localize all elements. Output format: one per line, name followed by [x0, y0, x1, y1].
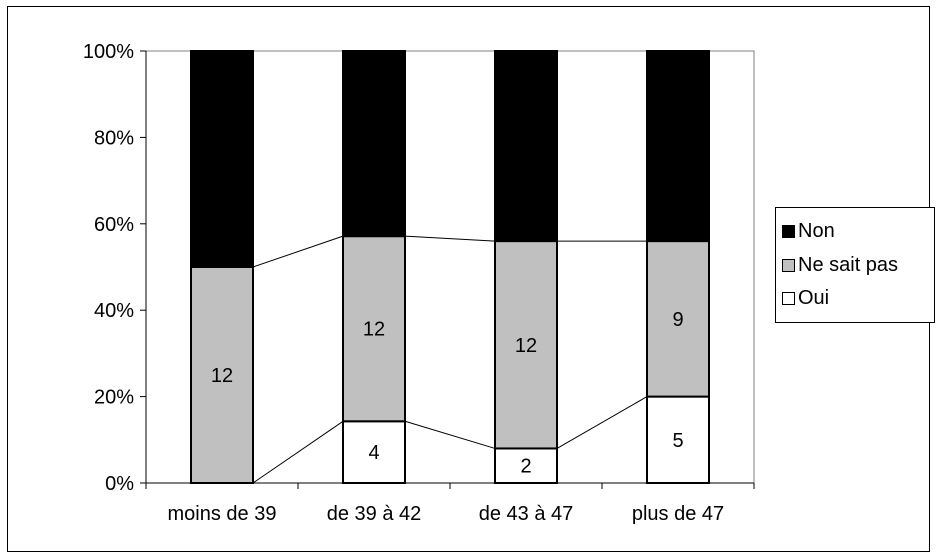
x-tick-label-de-43-a-47: de 43 à 47 [479, 503, 574, 525]
x-tick-label-plus-de-47: plus de 47 [632, 503, 724, 525]
legend-label-ne-sait-pas: Ne sait pas [798, 253, 899, 276]
bar-labels: 4 2 5 12 12 12 9 12 12 11 11 [211, 134, 689, 478]
bar-label-oui-plus-de-47: 5 [672, 430, 683, 452]
bar-non-plus-de-47 [646, 50, 710, 243]
x-tick-label-moins-de-39: moins de 39 [168, 503, 277, 525]
series-line-oui-0 [252, 420, 344, 484]
series-line-ne-sait-pas-0 [252, 235, 344, 268]
bars [190, 50, 710, 485]
y-tick-label: 60% [94, 214, 134, 236]
legend: Non Ne sait pas Oui [775, 207, 935, 323]
y-axis: 0% 20% 40% 60% 80% 100% [83, 41, 147, 495]
bar-label-non-plus-de-47: 11 [668, 136, 689, 158]
legend-item-oui: Oui [782, 286, 829, 310]
legend-swatch-ne-sait-pas [782, 258, 795, 272]
legend-swatch-oui [782, 291, 795, 305]
bar-label-non-de-43-a-47: 11 [516, 136, 537, 158]
bar-non-moins-de-39 [190, 50, 254, 268]
legend-item-non: Non [782, 219, 835, 243]
bar-non-de-39-a-42 [342, 50, 406, 238]
bar-label-non-de-39-a-42: 12 [363, 134, 385, 156]
bar-ne-sait-pas-de-39-a-42 [342, 235, 406, 423]
x-axis: moins de 39 de 39 à 42 de 43 à 47 plus de 4… [145, 482, 755, 525]
bar-label-oui-de-39-a-42: 4 [368, 442, 379, 464]
y-tick-label: 40% [94, 300, 134, 322]
bar-non-de-43-a-47 [494, 50, 558, 243]
bar-ne-sait-pas-de-43-a-47 [494, 240, 558, 450]
x-tick-label-de-39-a-42: de 39 à 42 [327, 503, 422, 525]
series-line-oui-1 [404, 420, 496, 449]
bar-label-ne-sait-pas-de-39-a-42: 12 [363, 319, 385, 341]
bar-label-oui-de-43-a-47: 2 [520, 456, 531, 478]
legend-label-non: Non [798, 219, 835, 242]
bar-label-ne-sait-pas-de-43-a-47: 12 [515, 335, 537, 357]
series-line-ne-sait-pas-1 [404, 235, 496, 242]
bar-label-non-moins-de-39: 12 [211, 149, 233, 171]
y-tick-label: 20% [94, 387, 134, 409]
series-line-oui-2 [556, 396, 648, 449]
legend-label-oui: Oui [798, 286, 830, 309]
y-tick-label: 0% [105, 473, 134, 495]
y-tick-label: 80% [94, 127, 134, 149]
bar-ne-sait-pas-plus-de-47 [646, 240, 710, 398]
y-tick-label: 100% [83, 41, 134, 63]
bar-label-ne-sait-pas-moins-de-39: 12 [211, 365, 233, 387]
series-lines [252, 235, 648, 484]
bar-label-ne-sait-pas-plus-de-47: 9 [672, 309, 683, 331]
legend-swatch-non [782, 224, 795, 238]
legend-item-ne-sait-pas: Ne sait pas [782, 253, 898, 277]
bar-oui-de-39-a-42 [342, 420, 406, 484]
